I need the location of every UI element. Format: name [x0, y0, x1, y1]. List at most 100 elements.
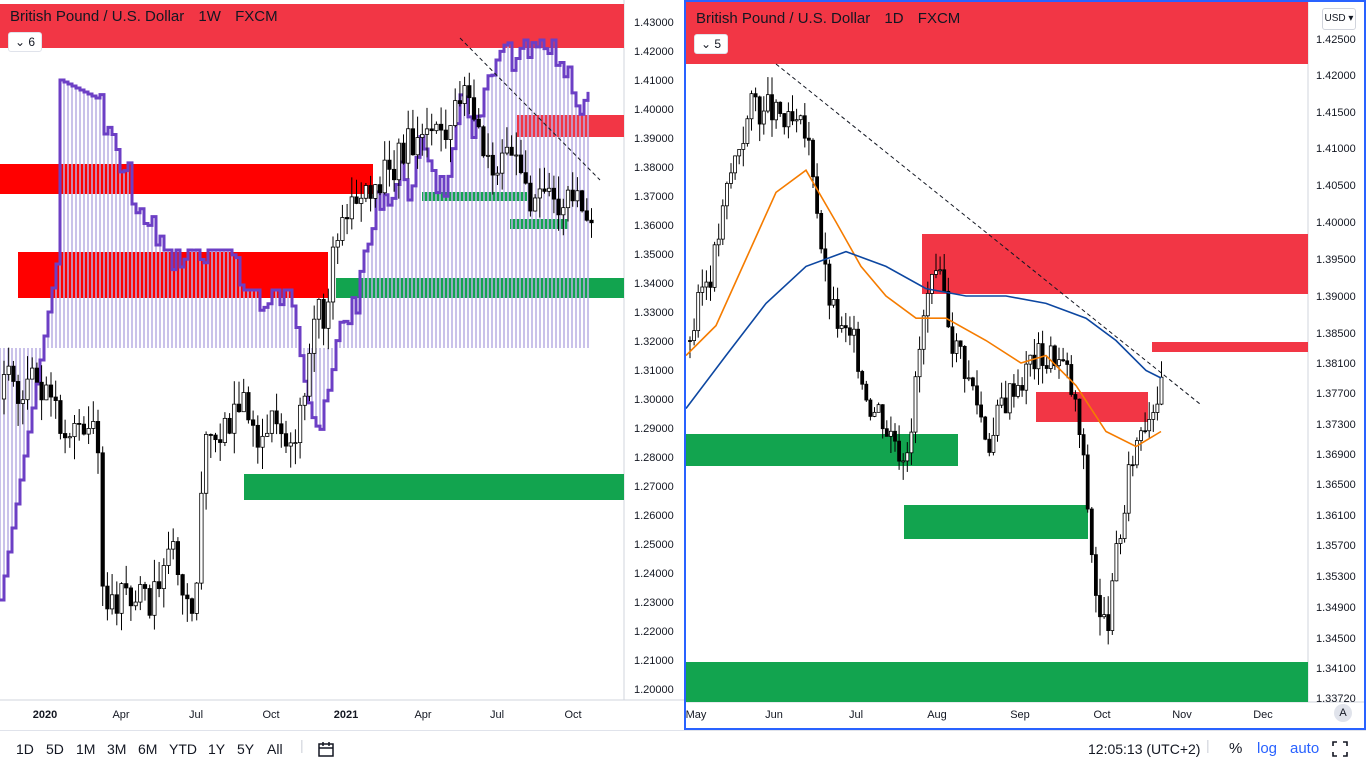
- candle-body: [831, 299, 836, 306]
- candle-body: [720, 205, 725, 240]
- time-tick-label: Jul: [849, 709, 863, 721]
- auto-scale-toggle[interactable]: auto: [1290, 740, 1320, 757]
- timeframe-6m[interactable]: 6M: [138, 741, 158, 757]
- candle-body: [1040, 343, 1045, 366]
- candle-body: [542, 188, 547, 192]
- candle-body: [925, 293, 930, 317]
- chart-legend[interactable]: British Pound / U.S. Dollar 1W FXCM: [4, 4, 294, 30]
- candle-body: [712, 244, 717, 288]
- candle-body: [757, 96, 762, 125]
- candle-body: [208, 434, 213, 436]
- candle-body: [467, 85, 472, 99]
- candle-body: [1134, 440, 1139, 466]
- timeframe-1y[interactable]: 1Y: [208, 741, 226, 757]
- candle-body: [1118, 538, 1123, 544]
- date-range-icon[interactable]: [317, 740, 335, 758]
- timeframe-1d[interactable]: 1D: [16, 741, 34, 757]
- candle-body: [790, 111, 795, 122]
- candle-body: [1106, 614, 1111, 631]
- candle-body: [213, 434, 218, 441]
- candle-body: [377, 184, 383, 194]
- candle-body: [514, 154, 519, 157]
- candle-body: [100, 452, 105, 587]
- candle-body: [420, 133, 425, 138]
- daily-chart-canvas[interactable]: 1.42500 1.42000 1.41500 1.41000 1.40500 1.400…: [686, 2, 1366, 730]
- candle-body: [133, 601, 138, 607]
- auto-scale-button[interactable]: A: [1334, 704, 1352, 722]
- candle-body: [227, 417, 232, 434]
- candle-body: [124, 583, 129, 589]
- price-tick-label: 1.36000: [634, 220, 674, 232]
- price-tick-label: 1.34000: [634, 278, 674, 290]
- candle-body: [827, 263, 832, 306]
- candle-body: [839, 325, 844, 329]
- candle-body: [312, 318, 317, 354]
- fullscreen-icon[interactable]: [1332, 741, 1348, 757]
- currency-select[interactable]: USD ▾: [1322, 8, 1356, 30]
- zone-box: [922, 234, 1308, 294]
- candle-body: [708, 281, 713, 288]
- candle-body: [236, 403, 242, 413]
- timeframe-5y[interactable]: 5Y: [237, 741, 255, 757]
- daily-chart-pane[interactable]: 1.42500 1.42000 1.41500 1.41000 1.40500 1.400…: [684, 0, 1366, 730]
- candle-body: [6, 365, 11, 375]
- candle-body: [114, 594, 119, 614]
- timeframe-5d[interactable]: 5D: [46, 741, 64, 757]
- candle-body: [761, 110, 766, 125]
- price-tick-label: 1.40000: [1316, 217, 1356, 229]
- price-tick-label: 1.29000: [634, 423, 674, 435]
- time-tick-label: Jun: [765, 709, 783, 721]
- candle-body: [778, 101, 783, 114]
- log-scale-button[interactable]: log: [1257, 740, 1278, 757]
- candle-body: [194, 582, 199, 614]
- candle-body: [1036, 343, 1041, 370]
- timeframe-ytd[interactable]: YTD: [169, 741, 197, 757]
- candle-body: [1032, 354, 1037, 370]
- candle-body: [934, 270, 938, 275]
- candle-body: [815, 176, 820, 214]
- candle-body: [786, 111, 791, 128]
- legend-interval: 1W: [198, 8, 221, 25]
- candle-body: [1, 374, 7, 400]
- candle-body: [917, 348, 922, 378]
- price-tick-label: 1.38000: [634, 162, 674, 174]
- indicators-collapse-button[interactable]: ⌄ 6: [8, 32, 42, 52]
- candle-body: [142, 584, 148, 589]
- percent-scale-button[interactable]: %: [1229, 740, 1243, 757]
- candle-body: [63, 433, 68, 439]
- indicators-collapse-button[interactable]: ⌄ 5: [694, 34, 728, 54]
- price-tick-label: 1.36100: [1316, 510, 1356, 522]
- price-tick-label: 1.38500: [1316, 328, 1356, 340]
- timeframe-1m[interactable]: 1M: [76, 741, 96, 757]
- timeframe-3m[interactable]: 3M: [107, 741, 127, 757]
- candle-body: [255, 424, 260, 448]
- chart-legend[interactable]: British Pound / U.S. Dollar 1D FXCM: [690, 6, 977, 32]
- weekly-chart-canvas[interactable]: 1.43000 1.42000 1.41000 1.40000 1.39000 1.380…: [0, 0, 685, 730]
- clock-timezone[interactable]: 12:05:13 (UTC+2): [1088, 741, 1201, 757]
- candle-body: [1089, 508, 1094, 556]
- indicators-count: 5: [714, 37, 722, 51]
- candle-body: [175, 541, 180, 576]
- timeframe-all[interactable]: All: [267, 741, 283, 757]
- price-tick-label: 1.35000: [634, 249, 674, 261]
- price-tick-label: 1.34900: [1316, 602, 1356, 614]
- weekly-chart-pane[interactable]: 1.43000 1.42000 1.41000 1.40000 1.39000 1.380…: [0, 0, 685, 730]
- candle-body: [1077, 398, 1082, 435]
- time-tick-label: Oct: [1093, 709, 1110, 721]
- time-tick-label: Oct: [262, 709, 279, 721]
- candle-body: [297, 404, 303, 444]
- legend-symbol: British Pound / U.S. Dollar: [696, 10, 871, 27]
- time-tick-label: Aug: [927, 709, 947, 721]
- candle-body: [30, 367, 35, 380]
- candle-body: [823, 248, 828, 265]
- price-tick-label: 1.32000: [634, 336, 674, 348]
- candle-body: [382, 159, 387, 194]
- candle-body: [921, 315, 926, 350]
- legend-exchange: FXCM: [235, 8, 278, 25]
- candle-body: [946, 290, 951, 328]
- candle-body: [481, 126, 486, 157]
- candle-body: [15, 381, 21, 404]
- candle-body: [279, 423, 284, 435]
- candle-body: [185, 594, 190, 600]
- toolbar-divider: |: [1206, 737, 1210, 753]
